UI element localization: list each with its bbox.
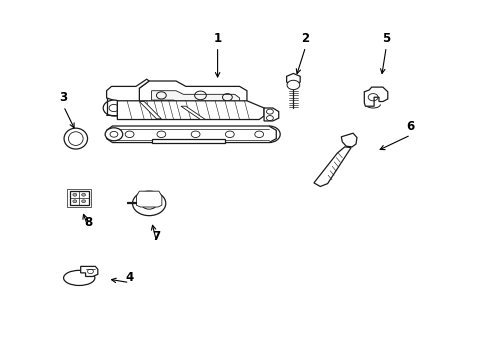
Text: 4: 4	[125, 271, 133, 284]
Circle shape	[132, 191, 165, 216]
Text: 6: 6	[406, 120, 414, 133]
Polygon shape	[313, 147, 350, 186]
Polygon shape	[151, 139, 224, 143]
Circle shape	[73, 200, 77, 203]
Text: 3: 3	[60, 91, 67, 104]
Text: 1: 1	[213, 32, 221, 45]
Polygon shape	[181, 106, 205, 120]
Polygon shape	[364, 87, 387, 106]
Text: 7: 7	[152, 230, 160, 243]
Text: 5: 5	[382, 32, 389, 45]
Polygon shape	[136, 191, 162, 207]
Polygon shape	[106, 126, 276, 143]
Polygon shape	[117, 101, 264, 120]
Polygon shape	[341, 133, 356, 147]
Text: 2: 2	[301, 32, 309, 45]
Polygon shape	[81, 266, 98, 276]
Bar	[70, 191, 88, 205]
Circle shape	[73, 193, 77, 196]
Polygon shape	[139, 81, 246, 106]
Ellipse shape	[64, 128, 87, 149]
Polygon shape	[264, 108, 278, 121]
Ellipse shape	[63, 270, 95, 285]
Polygon shape	[139, 102, 161, 119]
Text: 8: 8	[84, 216, 92, 229]
Circle shape	[105, 128, 122, 141]
Polygon shape	[151, 91, 239, 104]
Polygon shape	[286, 73, 300, 85]
Circle shape	[286, 80, 299, 90]
Circle shape	[81, 200, 85, 203]
Polygon shape	[106, 79, 149, 102]
Circle shape	[81, 193, 85, 196]
Circle shape	[103, 100, 124, 116]
